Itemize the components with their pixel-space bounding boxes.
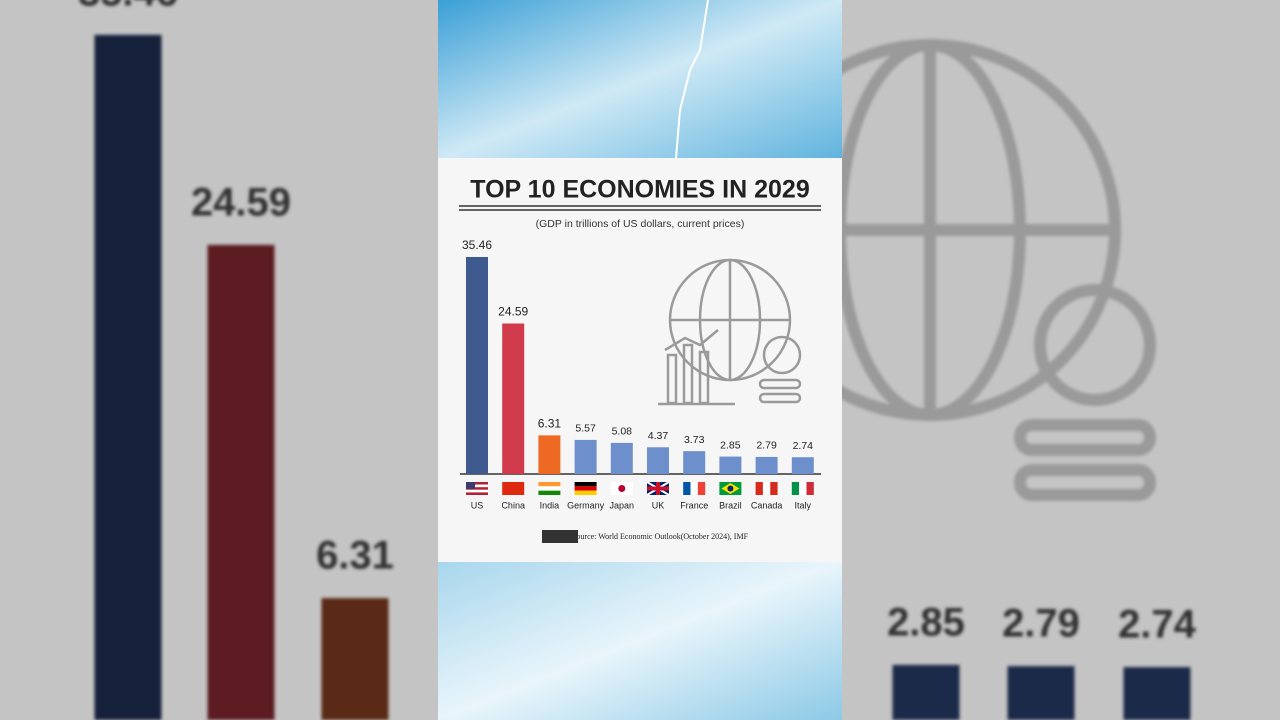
flag [647, 486, 669, 491]
value-label: 3.73 [684, 434, 705, 446]
bar [538, 435, 561, 474]
flag [538, 482, 561, 487]
bar [755, 456, 778, 474]
category-label: Germany [567, 500, 605, 510]
background-bar [321, 598, 389, 720]
chart-title: TOP 10 ECONOMIES IN 2029 [470, 176, 810, 204]
bar [610, 442, 633, 474]
blurred-background: 35.46 24.59 6.31 2.85 2.79 2.74 [78, 0, 1197, 720]
flag [683, 482, 691, 495]
background-value-label: 2.74 [1118, 603, 1197, 647]
value-label: 5.57 [575, 423, 596, 435]
logo [542, 530, 578, 543]
globe-icon [658, 258, 802, 406]
flag [755, 482, 763, 495]
value-label: 2.85 [720, 439, 741, 451]
category-label: China [501, 500, 525, 510]
flag [466, 489, 488, 493]
flag [697, 482, 706, 495]
background-value-label: 2.85 [887, 601, 965, 645]
value-label: 5.08 [612, 426, 633, 438]
category-label: UK [652, 500, 665, 510]
background-bar [892, 664, 960, 720]
flag [791, 482, 800, 495]
bar [574, 439, 597, 474]
value-label: 6.31 [538, 417, 562, 431]
sea-image [438, 560, 842, 720]
bar [466, 256, 488, 474]
flag [762, 482, 771, 495]
flag [618, 485, 626, 492]
background-value-label: 6.31 [316, 534, 394, 578]
bar [683, 451, 706, 474]
sky-image [438, 0, 842, 160]
flag [574, 486, 597, 491]
category-label: Japan [610, 500, 635, 510]
value-label: 2.74 [793, 440, 814, 452]
category-label: France [680, 500, 708, 510]
bar [647, 447, 669, 474]
category-label: US [471, 500, 484, 510]
flag [690, 482, 698, 495]
flag [466, 492, 488, 495]
background-bar [1007, 666, 1075, 720]
value-label: 24.59 [498, 305, 528, 319]
background-value-label: 2.79 [1002, 602, 1080, 646]
category-label: India [540, 500, 560, 510]
category-label: Canada [751, 500, 783, 510]
flag [799, 482, 807, 495]
background-bar [207, 244, 275, 720]
background-bar [1123, 667, 1191, 720]
flag [502, 482, 525, 495]
flag [574, 490, 597, 495]
background-bar [94, 34, 162, 720]
flag [466, 487, 488, 490]
category-label: Brazil [719, 500, 742, 510]
background-value-label: 35.46 [78, 0, 178, 14]
flag [538, 490, 561, 495]
bar [791, 457, 814, 474]
flag [770, 482, 778, 495]
flag [727, 485, 734, 492]
value-label: 35.46 [462, 238, 492, 252]
chart-subtitle: (GDP in trillions of US dollars, current… [536, 218, 745, 230]
flag [466, 484, 488, 488]
category-label: Italy [795, 500, 812, 510]
flag [466, 482, 475, 489]
flag [538, 486, 561, 491]
flag [466, 482, 488, 485]
bar [719, 456, 742, 474]
background-value-label: 24.59 [191, 180, 291, 224]
value-label: 2.79 [756, 440, 777, 452]
bar [502, 323, 525, 474]
flag [574, 482, 597, 487]
source-note: Source: World Economic Outlook(October 2… [572, 532, 749, 541]
value-label: 4.37 [648, 430, 669, 442]
flag [806, 482, 814, 495]
lightning [675, 0, 709, 159]
